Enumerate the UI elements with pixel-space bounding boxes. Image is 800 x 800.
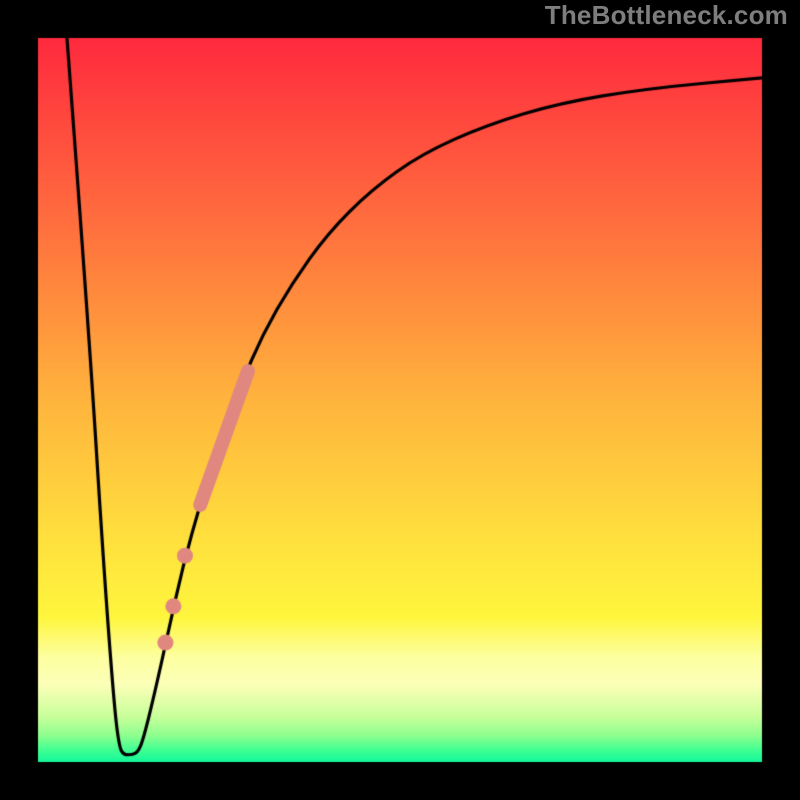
chart-container: TheBottleneck.com: [0, 0, 800, 800]
watermark-text: TheBottleneck.com: [545, 0, 788, 31]
bottleneck-chart-canvas: [0, 0, 800, 800]
